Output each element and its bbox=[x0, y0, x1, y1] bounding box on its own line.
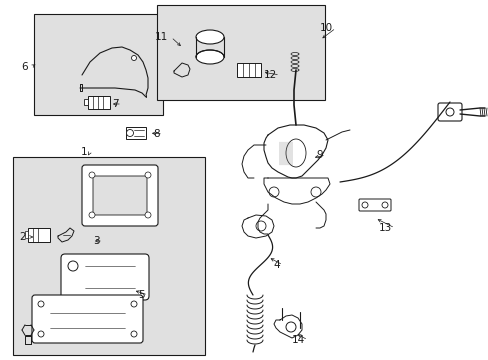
Circle shape bbox=[131, 301, 137, 307]
Circle shape bbox=[38, 301, 44, 307]
Ellipse shape bbox=[285, 139, 305, 167]
Circle shape bbox=[361, 202, 367, 208]
Circle shape bbox=[68, 261, 78, 271]
Circle shape bbox=[89, 172, 95, 178]
Bar bbox=[34, 14, 163, 115]
FancyBboxPatch shape bbox=[237, 63, 261, 77]
FancyBboxPatch shape bbox=[437, 103, 461, 121]
Text: 12: 12 bbox=[263, 70, 276, 80]
Circle shape bbox=[38, 331, 44, 337]
Text: 10: 10 bbox=[319, 23, 332, 33]
Bar bbox=[84, 99, 88, 105]
Text: 13: 13 bbox=[378, 223, 391, 233]
Text: 11: 11 bbox=[154, 32, 168, 42]
Circle shape bbox=[310, 187, 320, 197]
Text: 9: 9 bbox=[316, 150, 323, 160]
FancyBboxPatch shape bbox=[28, 228, 50, 242]
FancyBboxPatch shape bbox=[61, 254, 149, 300]
Text: 5: 5 bbox=[138, 290, 145, 300]
Text: 6: 6 bbox=[21, 62, 28, 72]
Circle shape bbox=[126, 130, 133, 136]
Circle shape bbox=[145, 212, 151, 218]
Text: 8: 8 bbox=[153, 129, 160, 139]
FancyBboxPatch shape bbox=[88, 96, 110, 109]
FancyBboxPatch shape bbox=[82, 165, 158, 226]
FancyBboxPatch shape bbox=[358, 199, 390, 211]
Circle shape bbox=[285, 322, 295, 332]
Text: 14: 14 bbox=[291, 335, 305, 345]
Text: 1: 1 bbox=[80, 147, 87, 157]
Circle shape bbox=[89, 212, 95, 218]
Text: 3: 3 bbox=[93, 236, 100, 246]
Bar bbox=[157, 5, 325, 100]
Text: 7: 7 bbox=[112, 99, 119, 109]
Ellipse shape bbox=[196, 50, 224, 64]
Text: 2: 2 bbox=[20, 232, 26, 242]
Circle shape bbox=[256, 221, 265, 231]
Circle shape bbox=[145, 172, 151, 178]
FancyBboxPatch shape bbox=[126, 127, 146, 139]
Circle shape bbox=[131, 55, 136, 60]
Circle shape bbox=[381, 202, 387, 208]
Bar bbox=[25, 231, 28, 238]
Text: 4: 4 bbox=[273, 260, 280, 270]
Circle shape bbox=[268, 187, 279, 197]
Ellipse shape bbox=[196, 30, 224, 44]
FancyBboxPatch shape bbox=[93, 176, 147, 215]
Circle shape bbox=[445, 108, 453, 116]
Bar bbox=[13, 157, 204, 355]
Circle shape bbox=[131, 331, 137, 337]
FancyBboxPatch shape bbox=[32, 295, 142, 343]
